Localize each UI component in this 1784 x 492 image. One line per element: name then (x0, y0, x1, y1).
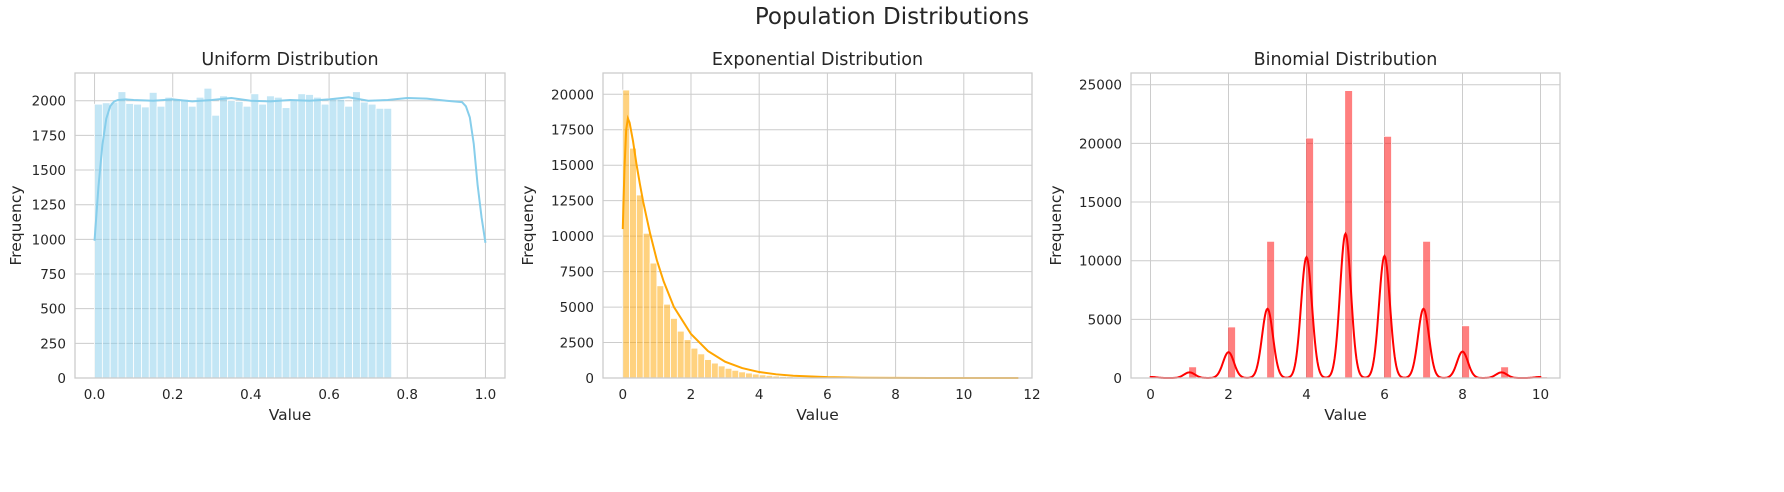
binomial-xtick-label-0: 0 (1146, 387, 1155, 403)
exponential-ytick-label-7: 17500 (551, 123, 594, 139)
uniform-y-axis-label: Frequency (7, 185, 25, 265)
binomial-plot-frame (1130, 72, 1561, 379)
binomial-xtick-label-3: 6 (1380, 387, 1389, 403)
uniform-xtick-label-5: 1.0 (475, 387, 496, 403)
exponential-ytick-label-3: 7500 (560, 265, 594, 281)
uniform-chart-title: Uniform Distribution (201, 50, 378, 70)
binomial-xtick-label-1: 2 (1224, 387, 1233, 403)
binomial-xtick-label-4: 8 (1458, 387, 1467, 403)
exponential-ytick-label-8: 20000 (551, 87, 594, 103)
exponential-plot-frame (602, 72, 1033, 379)
exponential-xtick-label-6: 12 (1023, 387, 1040, 403)
figure-suptitle: Population Distributions (754, 4, 1030, 30)
uniform-ytick-label-1: 250 (40, 336, 66, 352)
uniform-ytick-label-4: 1000 (32, 232, 66, 248)
exponential-ytick-label-0: 0 (585, 371, 594, 387)
uniform-xtick-label-2: 0.4 (240, 387, 261, 403)
uniform-plot-frame (74, 72, 506, 379)
uniform-ytick-label-7: 1750 (32, 128, 66, 144)
exponential-ytick-label-4: 10000 (551, 229, 594, 245)
exponential-xtick-label-3: 6 (823, 387, 832, 403)
exponential-x-axis-label: Value (796, 406, 839, 424)
exponential-xtick-label-2: 4 (755, 387, 764, 403)
binomial-x-axis-label: Value (1324, 406, 1367, 424)
binomial-ytick-label-3: 15000 (1079, 195, 1122, 211)
uniform-ytick-label-5: 1250 (32, 198, 66, 214)
uniform-ytick-label-2: 500 (40, 302, 66, 318)
exponential-y-axis-label: Frequency (519, 185, 537, 265)
uniform-x-axis-label: Value (269, 406, 312, 424)
binomial-y-axis-label: Frequency (1047, 185, 1065, 265)
exponential-ytick-label-2: 5000 (560, 300, 594, 316)
binomial-ytick-label-5: 25000 (1079, 78, 1122, 94)
exponential-xtick-label-4: 8 (891, 387, 900, 403)
exponential-ytick-label-1: 2500 (560, 336, 594, 352)
uniform-xtick-label-1: 0.2 (162, 387, 183, 403)
uniform-ytick-label-3: 750 (40, 267, 66, 283)
binomial-ytick-label-0: 0 (1113, 371, 1122, 387)
exponential-ytick-label-5: 12500 (551, 194, 594, 210)
uniform-ytick-label-8: 2000 (32, 94, 66, 110)
uniform-xtick-label-0: 0.0 (84, 387, 105, 403)
exponential-xtick-label-5: 10 (955, 387, 972, 403)
binomial-ytick-label-4: 20000 (1079, 136, 1122, 152)
uniform-ytick-label-6: 1500 (32, 163, 66, 179)
exponential-xtick-label-1: 2 (687, 387, 696, 403)
uniform-chart: 0.0 0.2 0.4 0.6 0.8 1.0 0 250 500 750 1000 1250 1500… (7, 50, 506, 424)
exponential-xtick-label-0: 0 (618, 387, 627, 403)
binomial-kde-line (1149, 231, 1542, 379)
uniform-ytick-label-0: 0 (57, 371, 66, 387)
uniform-xtick-label-3: 0.6 (318, 387, 339, 403)
binomial-xtick-label-5: 10 (1532, 387, 1549, 403)
binomial-ytick-label-2: 10000 (1079, 254, 1122, 270)
exponential-chart: 0 2 4 6 8 10 12 0 2500 5000 7500 10000 12500 15000 175… (519, 50, 1041, 424)
binomial-chart-title: Binomial Distribution (1254, 50, 1438, 70)
binomial-ytick-label-1: 5000 (1088, 312, 1122, 328)
binomial-xtick-label-2: 4 (1302, 387, 1311, 403)
uniform-kde-line (93, 96, 487, 243)
exponential-ytick-label-6: 15000 (551, 158, 594, 174)
exponential-chart-title: Exponential Distribution (712, 50, 923, 70)
uniform-xtick-label-4: 0.8 (397, 387, 418, 403)
